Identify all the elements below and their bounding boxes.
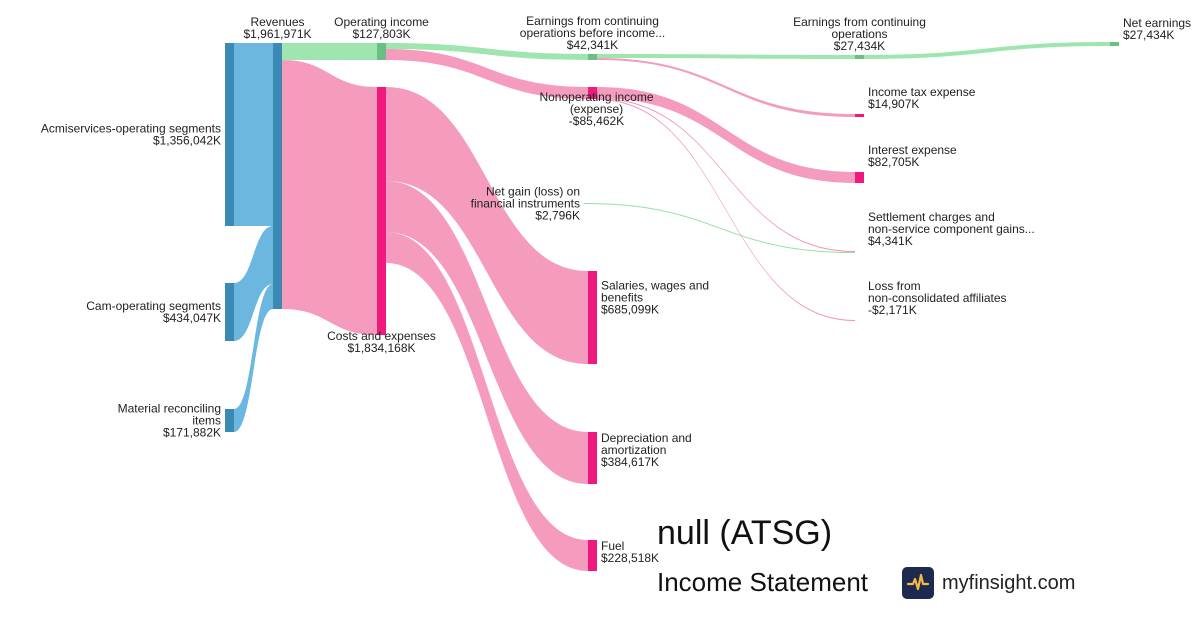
node-acmi[interactable] — [225, 43, 234, 226]
node-eco[interactable] — [855, 55, 864, 59]
company-title: null (ATSG) — [657, 514, 833, 552]
link-acmi-to-rev[interactable] — [234, 43, 273, 226]
label-salaries: Salaries, wages and benefits $685,099K — [601, 279, 709, 317]
label-eco: Earnings from continuing operations $27,43… — [793, 15, 926, 53]
node-tax[interactable] — [855, 114, 864, 117]
link-costs-to-salaries[interactable] — [386, 87, 588, 364]
label-tax: Income tax expense $14,907K — [868, 85, 976, 111]
brand[interactable]: myfinsight.com — [902, 567, 1075, 599]
label-netgain: Net gain (loss) on financial instruments $… — [471, 185, 580, 223]
node-cam[interactable] — [225, 283, 234, 341]
label-net: Net earnings $27,434K — [1123, 16, 1191, 42]
nodes-layer — [225, 42, 1119, 571]
node-dep[interactable] — [588, 432, 597, 484]
label-costs: Costs and expenses $1,834,168K — [327, 329, 436, 355]
label-rev: Revenues $1,961,971K — [243, 15, 311, 41]
statement-subtitle: Income Statement — [657, 567, 868, 597]
link-ebt-to-eco[interactable] — [597, 54, 855, 59]
node-ebt[interactable] — [588, 54, 597, 60]
label-ebt: Earnings from continuing operations befor… — [520, 14, 665, 52]
label-loss: Loss from non-consolidated affiliates -$2,… — [868, 279, 1007, 317]
node-opinc[interactable] — [377, 43, 386, 60]
link-netgain-to-settle[interactable] — [584, 203, 855, 253]
label-mat: Material reconciling items $171,882K — [118, 402, 221, 440]
label-interest: Interest expense $82,705K — [868, 143, 957, 169]
link-nonop-to-interest[interactable] — [597, 87, 855, 183]
pulse-icon — [902, 567, 934, 599]
link-costs-to-dep[interactable] — [386, 181, 588, 484]
brand-name: myfinsight.com — [942, 571, 1076, 594]
link-rev-to-costs[interactable] — [282, 60, 377, 335]
links-layer — [234, 42, 1110, 571]
link-opinc-to-ebt[interactable] — [386, 43, 588, 60]
link-nonop-to-settle[interactable] — [597, 98, 855, 252]
label-nonop: Nonoperating income (expense) -$85,462K — [539, 90, 653, 128]
label-settle: Settlement charges and non-service compon… — [868, 210, 1035, 248]
labels-layer: Acmiservices-operating segments $1,356,04… — [41, 14, 1191, 565]
label-fuel: Fuel $228,518K — [601, 539, 659, 565]
link-nonop-to-loss[interactable] — [597, 99, 855, 321]
link-opinc-to-nonop[interactable] — [386, 49, 588, 99]
node-interest[interactable] — [855, 172, 864, 183]
label-cam: Cam-operating segments $434,047K — [86, 299, 221, 325]
link-cam-to-rev[interactable] — [234, 226, 273, 341]
link-costs-to-fuel[interactable] — [386, 232, 588, 571]
node-mat[interactable] — [225, 409, 234, 432]
node-rev[interactable] — [273, 43, 282, 309]
link-ebt-to-tax[interactable] — [597, 58, 855, 117]
node-costs[interactable] — [377, 87, 386, 335]
label-acmi: Acmiservices-operating segments $1,356,04… — [41, 122, 221, 148]
node-nonop[interactable] — [588, 87, 597, 99]
node-fuel[interactable] — [588, 540, 597, 571]
link-mat-to-rev[interactable] — [234, 284, 273, 432]
node-salaries[interactable] — [588, 271, 597, 364]
node-net[interactable] — [1110, 42, 1119, 46]
link-eco-to-net[interactable] — [864, 42, 1110, 59]
label-opinc: Operating income $127,803K — [334, 15, 429, 41]
link-rev-to-opinc[interactable] — [282, 43, 377, 60]
label-dep: Depreciation and amortization $384,617K — [601, 431, 692, 469]
